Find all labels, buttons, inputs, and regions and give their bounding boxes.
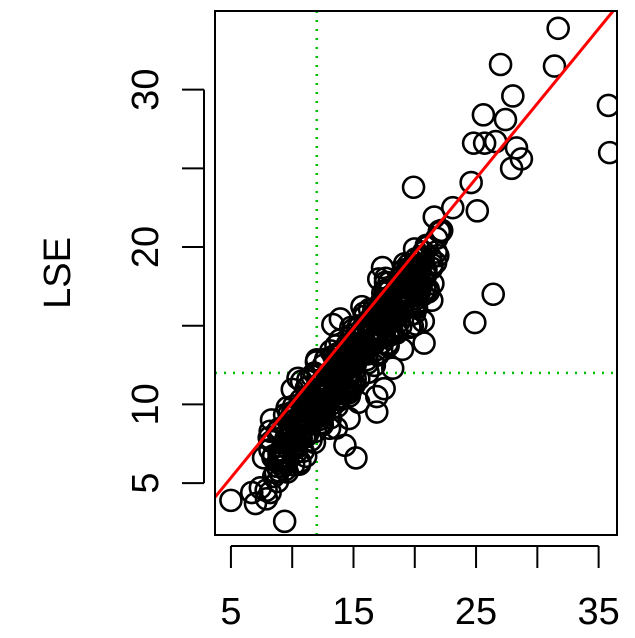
data-point (423, 250, 448, 275)
y-tick-label: 5 (125, 473, 167, 494)
data-point (504, 136, 529, 160)
data-points (219, 16, 617, 534)
data-point (465, 199, 490, 223)
data-point (272, 509, 297, 534)
data-point (331, 348, 356, 373)
data-point (398, 315, 422, 340)
data-point (440, 195, 465, 220)
data-point (472, 131, 497, 155)
x-tick-label: 35 (577, 591, 619, 633)
data-point (546, 16, 570, 41)
data-point (488, 52, 513, 77)
data-point (219, 488, 243, 513)
data-point (597, 140, 617, 165)
y-tick-label: 10 (125, 383, 167, 425)
data-point (387, 288, 411, 312)
x-tick-label: 25 (455, 591, 497, 633)
x-tick-label: 15 (332, 591, 374, 633)
data-point (344, 446, 368, 470)
data-point (337, 384, 362, 408)
data-point (347, 327, 372, 351)
data-point (268, 439, 292, 464)
data-point (427, 219, 452, 244)
data-point (364, 400, 389, 424)
data-point (596, 93, 617, 118)
data-point (542, 54, 567, 78)
y-axis-label: LSE (37, 237, 79, 309)
data-point (265, 469, 290, 494)
y-tick-label: 30 (125, 69, 167, 111)
reference-lines (215, 11, 617, 535)
x-tick-label: 5 (220, 591, 241, 633)
data-point (372, 376, 396, 401)
fit-line (215, 11, 616, 499)
data-point (303, 386, 328, 411)
data-point (364, 384, 389, 409)
data-point (339, 375, 364, 399)
data-point (287, 409, 312, 433)
x-axis: 5 15 25 35 (220, 545, 620, 633)
y-tick-label: 20 (125, 226, 167, 268)
data-point (335, 370, 360, 395)
data-point (390, 337, 415, 362)
data-point (272, 403, 297, 427)
data-point (318, 365, 342, 389)
data-point (380, 356, 405, 381)
data-point (459, 170, 483, 195)
plot-frame (214, 10, 618, 536)
data-point (471, 103, 496, 127)
data-point (365, 341, 390, 366)
data-point (293, 444, 318, 469)
data-point (376, 323, 400, 348)
data-point (401, 175, 426, 200)
data-point (419, 246, 443, 270)
data-point (493, 107, 518, 132)
data-point (481, 282, 506, 307)
data-point (287, 452, 312, 476)
data-point (261, 443, 286, 468)
data-point (370, 255, 395, 280)
data-point (509, 147, 534, 171)
data-point (463, 310, 487, 335)
data-point (298, 411, 323, 436)
data-point (416, 277, 441, 302)
y-axis: 5 10 20 30 (125, 69, 205, 494)
data-point (501, 84, 525, 108)
fit-line-group (215, 11, 616, 499)
